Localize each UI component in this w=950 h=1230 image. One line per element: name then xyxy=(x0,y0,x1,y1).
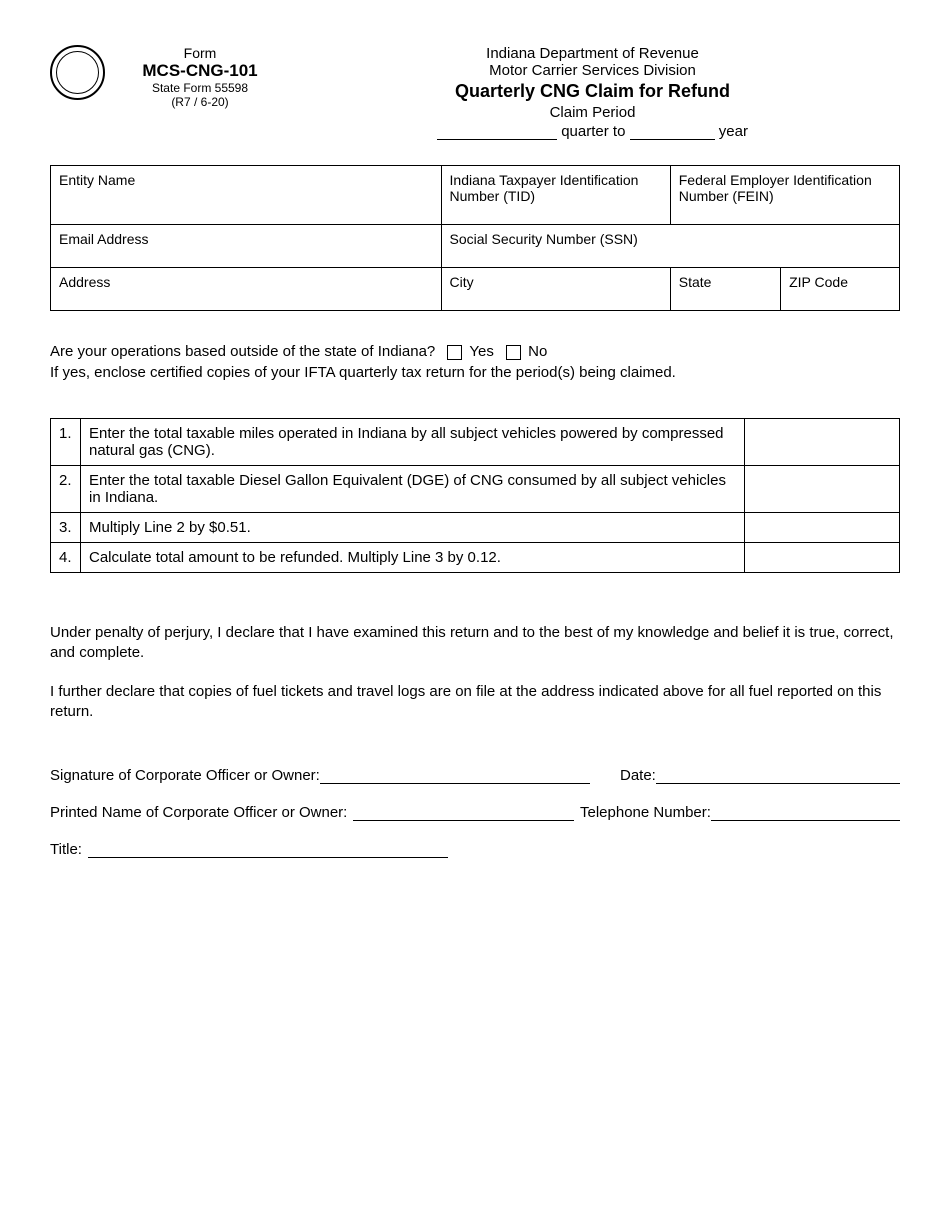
signature-line[interactable] xyxy=(320,769,590,784)
form-header: Form MCS-CNG-101 State Form 55598 (R7 / … xyxy=(50,45,900,140)
claim-period-line: quarter to year xyxy=(285,123,900,140)
department-name: Indiana Department of Revenue xyxy=(285,45,900,62)
row-num: 1. xyxy=(51,419,81,466)
tid-cell[interactable]: Indiana Taxpayer Identification Number (… xyxy=(441,166,670,225)
row-num: 2. xyxy=(51,466,81,513)
form-info-block: Form MCS-CNG-101 State Form 55598 (R7 / … xyxy=(115,45,285,109)
printed-name-row: Printed Name of Corporate Officer or Own… xyxy=(50,804,900,821)
date-label: Date: xyxy=(620,767,656,784)
phone-label: Telephone Number: xyxy=(580,804,711,821)
title-label: Title: xyxy=(50,841,82,858)
table-row: 1. Enter the total taxable miles operate… xyxy=(51,419,900,466)
question-text: Are your operations based outside of the… xyxy=(50,343,435,360)
no-checkbox[interactable] xyxy=(506,345,521,360)
fein-cell[interactable]: Federal Employer Identification Number (… xyxy=(670,166,899,225)
title-line[interactable] xyxy=(88,843,448,858)
table-row: 3. Multiply Line 2 by $0.51. xyxy=(51,513,900,543)
form-title: Quarterly CNG Claim for Refund xyxy=(285,81,900,102)
signature-row: Signature of Corporate Officer or Owner:… xyxy=(50,767,900,784)
title-row: Title: xyxy=(50,841,900,858)
division-name: Motor Carrier Services Division xyxy=(285,62,900,79)
quarter-to-text: quarter to xyxy=(561,123,625,140)
row-num: 4. xyxy=(51,543,81,573)
yes-label: Yes xyxy=(469,343,493,360)
row-text: Multiply Line 2 by $0.51. xyxy=(81,513,745,543)
email-cell[interactable]: Email Address xyxy=(51,225,442,268)
year-text: year xyxy=(719,123,748,140)
address-cell[interactable]: Address xyxy=(51,268,442,311)
operations-question: Are your operations based outside of the… xyxy=(50,341,900,383)
records-declaration: I further declare that copies of fuel ti… xyxy=(50,682,900,723)
signature-label: Signature of Corporate Officer or Owner: xyxy=(50,767,320,784)
revision-date: (R7 / 6-20) xyxy=(115,95,285,109)
row-text: Calculate total amount to be refunded. M… xyxy=(81,543,745,573)
date-line[interactable] xyxy=(656,769,900,784)
ssn-cell[interactable]: Social Security Number (SSN) xyxy=(441,225,899,268)
state-form-number: State Form 55598 xyxy=(115,81,285,95)
state-seal-icon xyxy=(50,45,105,100)
no-label: No xyxy=(528,343,547,360)
yes-checkbox[interactable] xyxy=(447,345,462,360)
city-cell[interactable]: City xyxy=(441,268,670,311)
row-value-input[interactable] xyxy=(745,466,900,513)
year-input-line[interactable] xyxy=(630,126,715,140)
signature-section: Signature of Corporate Officer or Owner:… xyxy=(50,767,900,858)
title-block: Indiana Department of Revenue Motor Carr… xyxy=(285,45,900,140)
form-code: MCS-CNG-101 xyxy=(115,61,285,81)
table-row: 4. Calculate total amount to be refunded… xyxy=(51,543,900,573)
printed-name-line[interactable] xyxy=(353,806,574,821)
question-followup: If yes, enclose certified copies of your… xyxy=(50,364,676,381)
row-value-input[interactable] xyxy=(745,419,900,466)
form-label: Form xyxy=(115,45,285,61)
printed-name-label: Printed Name of Corporate Officer or Own… xyxy=(50,804,347,821)
state-cell[interactable]: State xyxy=(670,268,780,311)
row-value-input[interactable] xyxy=(745,513,900,543)
entity-name-cell[interactable]: Entity Name xyxy=(51,166,442,225)
table-row: 2. Enter the total taxable Diesel Gallon… xyxy=(51,466,900,513)
quarter-input-line[interactable] xyxy=(437,126,557,140)
row-value-input[interactable] xyxy=(745,543,900,573)
row-num: 3. xyxy=(51,513,81,543)
perjury-declaration: Under penalty of perjury, I declare that… xyxy=(50,623,900,664)
row-text: Enter the total taxable miles operated i… xyxy=(81,419,745,466)
row-text: Enter the total taxable Diesel Gallon Eq… xyxy=(81,466,745,513)
calculation-table: 1. Enter the total taxable miles operate… xyxy=(50,418,900,573)
zip-cell[interactable]: ZIP Code xyxy=(781,268,900,311)
claim-period-label: Claim Period xyxy=(285,104,900,121)
phone-line[interactable] xyxy=(711,806,900,821)
entity-info-table: Entity Name Indiana Taxpayer Identificat… xyxy=(50,165,900,311)
